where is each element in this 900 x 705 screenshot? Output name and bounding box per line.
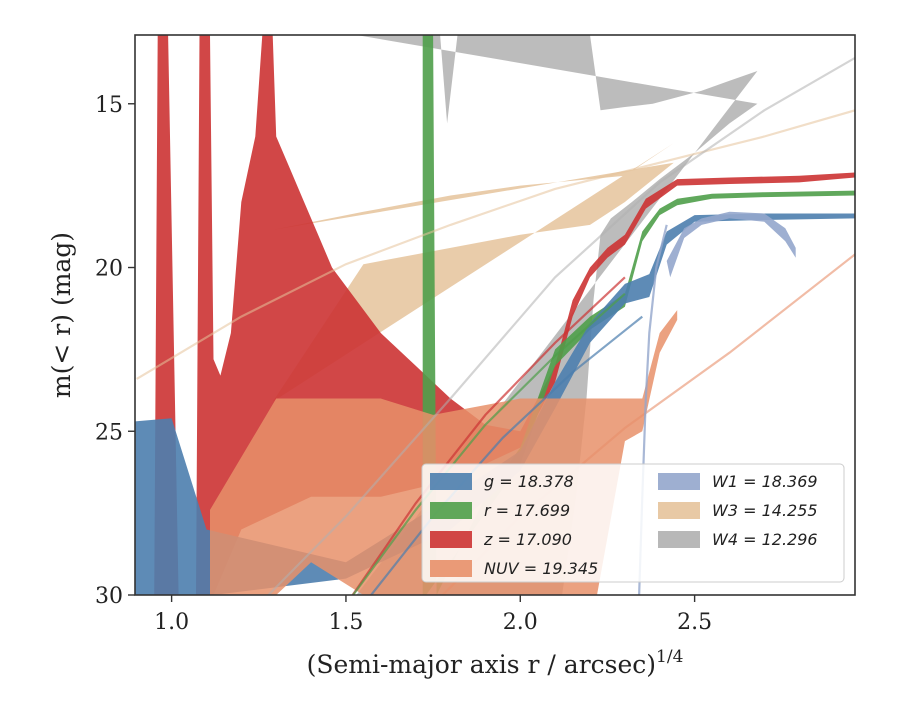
x-tick-label: 2.5: [677, 610, 712, 635]
model-curve-z: [351, 276, 626, 595]
model-curve-g: [369, 315, 643, 595]
legend-swatch-r: [430, 502, 472, 519]
legend-swatch-nuv: [430, 560, 472, 577]
x-axis-ticks: 1.0 1.5 2.0 2.5: [154, 595, 712, 635]
x-axis-title: (Semi-major axis r / arcsec)1/4: [307, 647, 684, 679]
y-axis-title: m(< r) (mag): [47, 232, 76, 398]
x-tick-label: 1.5: [328, 610, 363, 635]
legend-label-nuv: NUV = 19.345: [484, 559, 598, 578]
legend-box: [421, 463, 845, 583]
y-axis-ticks: 15 20 25 30: [95, 93, 135, 609]
y-tick-label: 20: [95, 257, 123, 282]
legend-swatch-w1: [658, 473, 700, 490]
legend-items: g = 18.378 r = 17.699 z = 17.090 NUV = 19.3…: [430, 472, 818, 578]
x-tick-label: 2.0: [503, 610, 538, 635]
x-tick-label: 1.0: [154, 610, 189, 635]
legend-label-g: g = 18.378: [484, 472, 574, 491]
model-curve-w4: [266, 56, 855, 595]
x-axis-title-text: (Semi-major axis r / arcsec): [307, 650, 656, 679]
legend: g = 18.378 r = 17.699 z = 17.090 NUV = 19.3…: [421, 463, 845, 583]
legend-label-w1: W1 = 18.369: [712, 472, 818, 491]
series-band-g: [135, 213, 855, 595]
y-tick-label: 30: [95, 584, 123, 609]
legend-label-r: r = 17.699: [484, 501, 570, 520]
legend-label-w4: W4 = 12.296: [712, 530, 818, 549]
legend-label-w3: W3 = 14.255: [712, 501, 818, 520]
x-axis-title-exponent: 1/4: [656, 647, 683, 667]
model-curve-w3: [136, 109, 855, 380]
y-tick-label: 25: [95, 420, 123, 445]
legend-swatch-w4: [658, 531, 700, 548]
model-curve-r: [351, 292, 626, 595]
plot-frame: [134, 34, 856, 596]
legend-label-z: z = 17.090: [483, 530, 572, 549]
legend-swatch-w3: [658, 502, 700, 519]
legend-swatch-g: [430, 473, 472, 490]
y-tick-label: 15: [95, 93, 123, 118]
legend-swatch-z: [430, 531, 472, 548]
